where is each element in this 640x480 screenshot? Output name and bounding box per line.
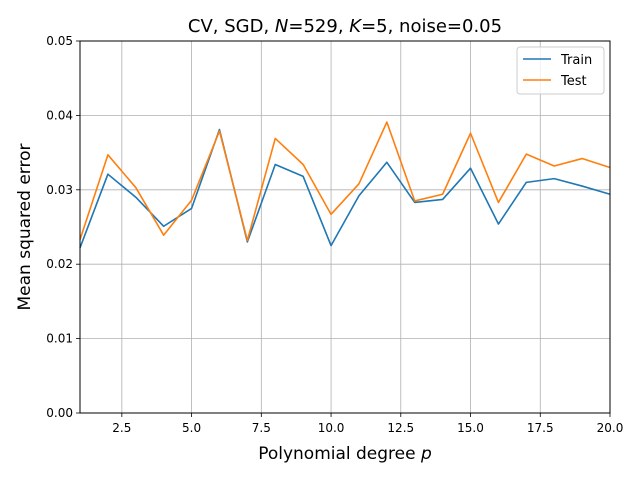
series-layer xyxy=(79,121,611,249)
x-tick-label: 20.0 xyxy=(597,421,624,435)
series-line-train xyxy=(79,128,611,249)
x-tick-label: 12.5 xyxy=(387,421,414,435)
y-tick-label: 0.02 xyxy=(46,257,73,271)
x-tick-label: 15.0 xyxy=(457,421,484,435)
y-tick-label: 0.00 xyxy=(46,406,73,420)
y-tick-label: 0.01 xyxy=(46,332,73,346)
x-tick-label: 5.0 xyxy=(182,421,201,435)
x-tick-label: 7.5 xyxy=(252,421,271,435)
x-tick-label: 17.5 xyxy=(527,421,554,435)
y-tick-label: 0.03 xyxy=(46,183,73,197)
y-tick-label: 0.05 xyxy=(46,34,73,48)
y-axis-label: Mean squared error xyxy=(15,144,35,311)
x-tick-label: 2.5 xyxy=(112,421,131,435)
x-tick-label: 10.0 xyxy=(318,421,345,435)
legend: Train Test xyxy=(516,46,605,95)
ticks: 2.5 5.0 7.5 10.0 12.5 15.0 17.5 20.0 0.00 0.01 0.0… xyxy=(46,34,623,435)
legend-label-test: Test xyxy=(560,74,587,89)
legend-label-train: Train xyxy=(560,53,592,68)
plot-frame xyxy=(79,40,611,414)
chart-title: CV, SGD, N=529, K=5, noise=0.05 xyxy=(188,16,502,37)
series-line-test xyxy=(79,121,611,242)
y-tick-label: 0.04 xyxy=(46,108,73,122)
x-axis-label: Polynomial degree p xyxy=(258,444,432,464)
